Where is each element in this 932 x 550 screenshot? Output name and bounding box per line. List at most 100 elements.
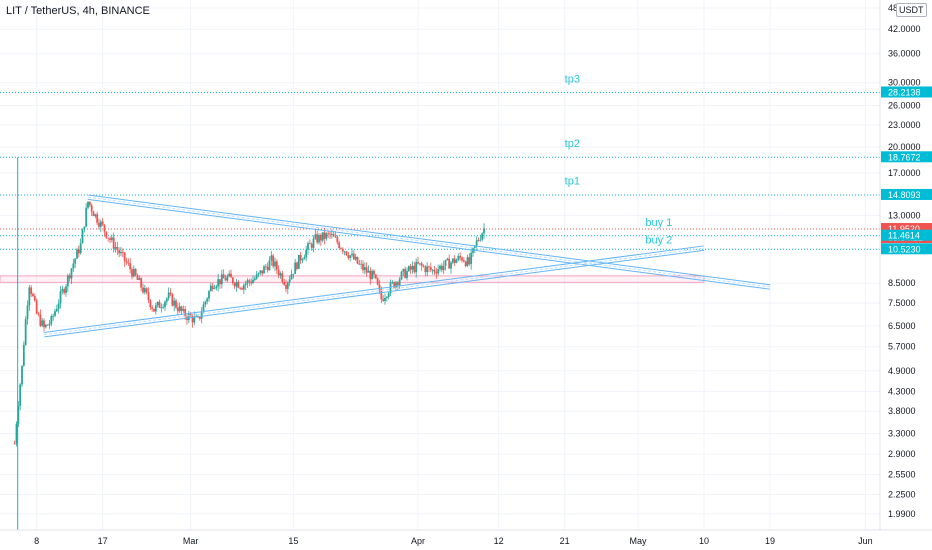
- candle-body: [321, 232, 324, 241]
- candle-body: [274, 261, 276, 267]
- candle-body: [299, 254, 302, 261]
- candle-body: [411, 265, 414, 270]
- candle-body: [184, 309, 187, 317]
- candle-body: [215, 286, 218, 289]
- candle-body: [191, 316, 194, 323]
- price-badge-label: 10.5230: [888, 244, 921, 254]
- candle-body: [407, 266, 410, 272]
- candle-body: [164, 301, 166, 307]
- candle-body: [367, 270, 370, 273]
- candle-body: [424, 266, 427, 273]
- candle-body: [470, 252, 473, 265]
- candle-body: [101, 221, 104, 225]
- candle-body: [96, 214, 99, 223]
- candle-body: [33, 296, 36, 301]
- candle-body: [374, 274, 377, 279]
- candle-body: [466, 257, 469, 266]
- candle-body: [393, 282, 396, 288]
- price-tick-label: 30.0000: [888, 78, 921, 88]
- candle-body: [175, 300, 177, 308]
- price-badge: [881, 188, 932, 200]
- candle-body: [213, 288, 216, 289]
- price-tick-label: 3.3000: [888, 429, 916, 439]
- candle-body: [129, 263, 132, 270]
- candle-body: [325, 233, 328, 239]
- candle-body: [363, 267, 366, 271]
- candle-body: [239, 287, 242, 289]
- candle-body: [319, 235, 322, 241]
- candle-body: [244, 283, 247, 286]
- candle-body: [206, 298, 209, 302]
- candle-body: [59, 291, 62, 304]
- candle-body: [83, 226, 86, 230]
- candle-body: [459, 256, 462, 258]
- time-tick-label: 17: [98, 536, 108, 546]
- candle-body: [440, 265, 443, 271]
- candle-body: [272, 255, 275, 267]
- candle-body: [308, 243, 311, 245]
- candle-body: [428, 266, 430, 268]
- price-badge: [881, 243, 932, 255]
- candle-body: [409, 266, 412, 270]
- candle-body: [48, 323, 51, 326]
- candle-body: [118, 250, 121, 254]
- candle-body: [259, 270, 262, 273]
- candle-body: [230, 273, 232, 278]
- candle-body: [44, 324, 47, 328]
- candle-body: [279, 273, 282, 276]
- candle-body: [292, 273, 295, 275]
- candle-body: [338, 242, 341, 249]
- candle-body: [72, 263, 75, 269]
- candle-body: [352, 253, 355, 260]
- candle-body: [198, 316, 201, 319]
- candle-body: [169, 292, 172, 295]
- candle-body: [226, 276, 229, 281]
- candle-body: [200, 312, 203, 319]
- price-tick-label: 2.9000: [888, 449, 916, 459]
- currency-badge[interactable]: USDT: [896, 3, 927, 17]
- time-tick-label: 10: [699, 536, 709, 546]
- time-axis: [0, 530, 932, 550]
- annotation-tp1: tp1: [565, 176, 580, 188]
- candle-body: [173, 300, 176, 306]
- candle-body: [422, 265, 425, 267]
- candle-body: [228, 273, 231, 277]
- candle-body: [123, 252, 126, 262]
- candle-body: [43, 320, 45, 328]
- candle-body: [109, 238, 111, 241]
- candle-body: [156, 301, 159, 306]
- time-tick-label: 8: [34, 536, 39, 546]
- candle-body: [208, 291, 210, 299]
- candle-body: [437, 269, 440, 274]
- trendline-lower-channel-center: [43, 247, 705, 336]
- candle-body: [112, 237, 115, 249]
- price-tick-label: 1.9900: [888, 509, 916, 519]
- candle-body: [79, 243, 82, 254]
- candle-body: [99, 221, 102, 227]
- symbol-title[interactable]: LIT / TetherUS, 4h, BINANCE: [6, 5, 150, 17]
- candle-body: [448, 258, 451, 269]
- candle-body: [275, 261, 278, 270]
- candle-body: [160, 307, 163, 309]
- candle-body: [391, 282, 394, 283]
- candle-body: [336, 237, 339, 243]
- annotation-tp3: tp3: [565, 74, 580, 86]
- candle-body: [61, 289, 64, 292]
- candle-body: [217, 279, 220, 287]
- candle-body: [477, 240, 480, 242]
- candle-body: [204, 301, 207, 305]
- candle-body: [329, 233, 331, 235]
- candle-body: [17, 405, 20, 424]
- candle-body: [481, 233, 484, 240]
- candle-body: [310, 244, 313, 248]
- candle-body: [257, 272, 260, 275]
- candle-body: [343, 251, 346, 253]
- candle-body: [354, 256, 357, 260]
- candle-body: [261, 270, 264, 274]
- candle-body: [384, 297, 386, 301]
- candle-body: [429, 267, 432, 270]
- candle-body: [140, 278, 143, 288]
- candle-body: [462, 260, 465, 262]
